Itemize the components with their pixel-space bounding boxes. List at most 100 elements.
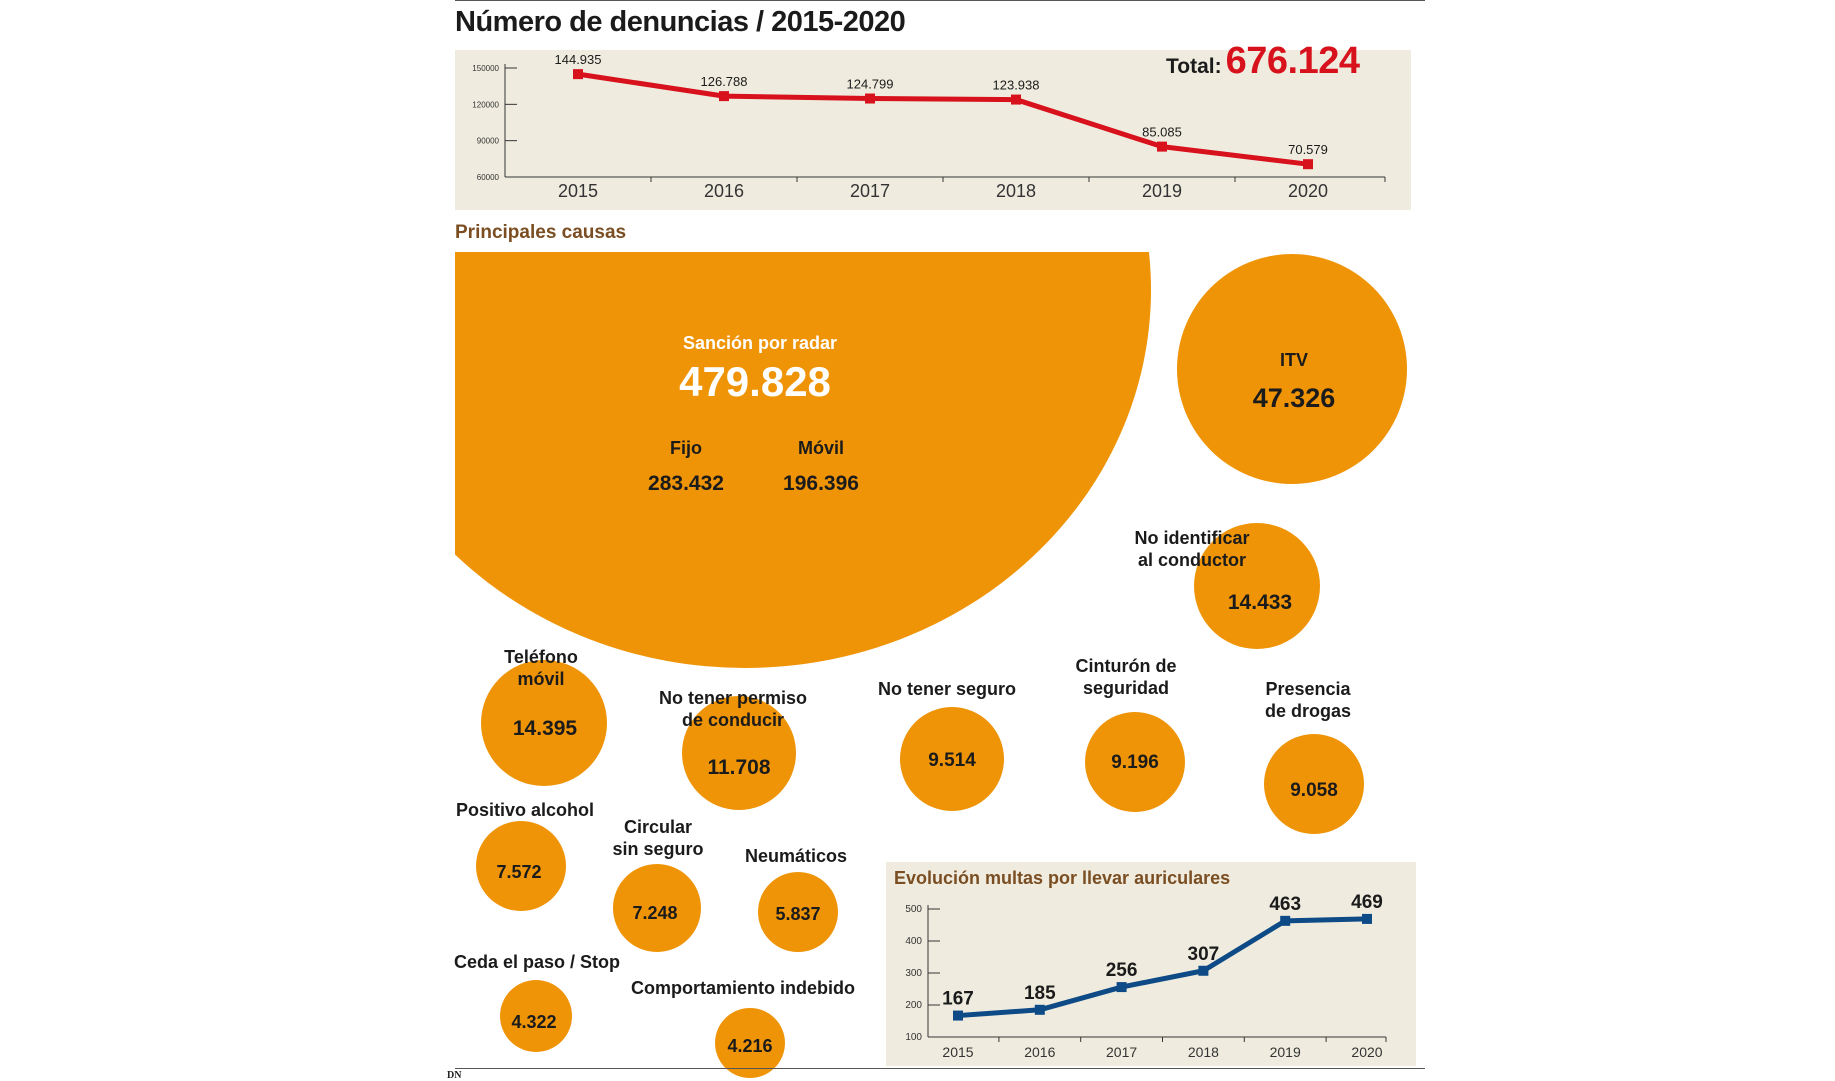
x-tick-label: 2016: [1024, 1044, 1055, 1060]
denuncias-chart-panel: 60000 90000 120000 150000 2015 2016 2017 2018 20…: [455, 50, 1411, 210]
data-label: 126.788: [701, 74, 748, 89]
radar-value: 479.828: [679, 358, 831, 405]
data-label: 463: [1269, 894, 1301, 915]
radar-movil-label: Móvil: [797, 438, 845, 458]
radar-bubble-clip: [455, 252, 1155, 672]
data-label: 167: [942, 989, 974, 1010]
no-permiso-label: No tener permiso de conducir: [658, 688, 808, 730]
total-value: 676.124: [1225, 40, 1360, 82]
no-seguro-label: No tener seguro: [877, 679, 1017, 699]
data-point: [573, 69, 583, 80]
no-seguro-bubble: [900, 707, 1004, 811]
total-box: Total: 676.124: [1166, 40, 1360, 83]
alcohol-value: 7.572: [496, 862, 542, 882]
itv-value: 47.326: [1252, 383, 1336, 413]
circular-value: 7.248: [632, 903, 678, 923]
y-tick-label: 500: [905, 904, 922, 915]
radar-label: Sanción por radar: [682, 333, 838, 353]
telefono-value: 14.395: [512, 717, 578, 740]
y-tick-label: 60000: [477, 173, 500, 182]
comportamiento-label: Comportamiento indebido: [631, 978, 855, 998]
alcohol-label: Positivo alcohol: [455, 800, 595, 820]
x-tick-label: 2020: [1351, 1044, 1382, 1060]
drogas-value: 9.058: [1290, 780, 1338, 801]
top-rule: [455, 0, 1425, 1]
auriculares-chart-panel: Evolución multas por llevar auriculares …: [886, 862, 1416, 1066]
data-label: 469: [1351, 892, 1383, 913]
comportamiento-value: 4.216: [727, 1036, 773, 1056]
y-tick-label: 120000: [472, 100, 499, 109]
ceda-bubble: [500, 980, 572, 1052]
cinturon-label: Cinturón de seguridad: [1075, 656, 1177, 698]
data-point: [1280, 915, 1291, 926]
data-point: [1034, 1004, 1045, 1015]
y-tick-label: 90000: [477, 137, 500, 146]
telefono-bubble: [481, 660, 607, 786]
ceda-label: Ceda el paso / Stop: [453, 952, 621, 972]
circular-bubble: [613, 864, 701, 952]
page-title: Número de denuncias / 2015-2020: [455, 6, 906, 38]
auriculares-chart-title: Evolución multas por llevar auriculares: [894, 868, 1231, 888]
data-point: [865, 93, 875, 104]
itv-bubble: [1177, 254, 1407, 484]
denuncias-line-chart: 60000 90000 120000 150000 2015 2016 2017 2018 20…: [472, 52, 1386, 201]
y-tick-label: 200: [905, 1000, 922, 1011]
data-point: [1303, 159, 1313, 170]
drogas-label: Presencia de drogas: [1264, 679, 1352, 721]
radar-bubble: [455, 252, 1151, 668]
itv-label: ITV: [1279, 350, 1309, 370]
section-title-causas: Principales causas: [455, 222, 627, 243]
circular-label: Circular sin seguro: [612, 817, 704, 859]
data-label: 144.935: [555, 52, 602, 67]
no-permiso-value: 11.708: [707, 756, 771, 779]
alcohol-bubble: [476, 821, 566, 911]
telefono-label: Teléfono móvil: [504, 647, 578, 689]
x-tick-label: 2015: [558, 181, 598, 201]
data-point: [1011, 94, 1021, 105]
comportamiento-bubble: [715, 1008, 785, 1078]
x-tick-label: 2019: [1270, 1044, 1301, 1060]
total-label: Total:: [1166, 55, 1222, 78]
radar-movil-value: 196.396: [783, 472, 859, 495]
data-point: [719, 91, 729, 102]
y-tick-label: 300: [905, 968, 922, 979]
neumaticos-label: Neumáticos: [744, 846, 848, 866]
x-tick-label: 2018: [1188, 1044, 1219, 1060]
y-tick-label: 400: [905, 936, 922, 947]
radar-fijo-label: Fijo: [670, 438, 702, 458]
no-permiso-bubble: [682, 696, 796, 810]
cinturon-value: 9.196: [1111, 752, 1159, 773]
data-label: 123.938: [993, 78, 1040, 93]
series-line: [577, 71, 1309, 167]
data-label: 185: [1024, 983, 1056, 1004]
x-tick-label: 2019: [1142, 181, 1182, 201]
x-tick-label: 2015: [942, 1044, 973, 1060]
drogas-bubble: [1264, 734, 1364, 834]
data-point: [1198, 965, 1209, 976]
no-identificar-label: No identificar al conductor: [1134, 528, 1250, 570]
cinturon-bubble: [1085, 712, 1185, 812]
neumaticos-bubble: [758, 872, 838, 952]
bottom-rule: [455, 1068, 1425, 1069]
y-tick-label: 150000: [472, 64, 499, 73]
data-point: [1362, 913, 1372, 924]
ceda-value: 4.322: [511, 1012, 557, 1032]
series-line: [957, 916, 1368, 1019]
data-label: 124.799: [847, 77, 894, 92]
data-label: 307: [1188, 944, 1220, 965]
neumaticos-value: 5.837: [775, 904, 821, 924]
dn-logo: DN: [447, 1070, 462, 1081]
data-label: 256: [1106, 960, 1138, 981]
no-identificar-bubble: [1194, 523, 1320, 649]
data-label: 85.085: [1142, 125, 1182, 140]
no-identificar-value: 14.433: [1227, 591, 1293, 614]
x-tick-label: 2016: [704, 181, 744, 201]
data-label: 70.579: [1288, 142, 1328, 157]
data-point: [1116, 982, 1127, 993]
data-point: [1157, 141, 1167, 152]
no-seguro-value: 9.514: [928, 750, 976, 771]
auriculares-line-chart: 100 200 300 400 500 2015 2016 2017 2018 2019 2020 1…: [905, 892, 1387, 1060]
x-tick-label: 2020: [1288, 181, 1328, 201]
y-tick-label: 100: [905, 1032, 922, 1043]
x-tick-label: 2018: [996, 181, 1036, 201]
